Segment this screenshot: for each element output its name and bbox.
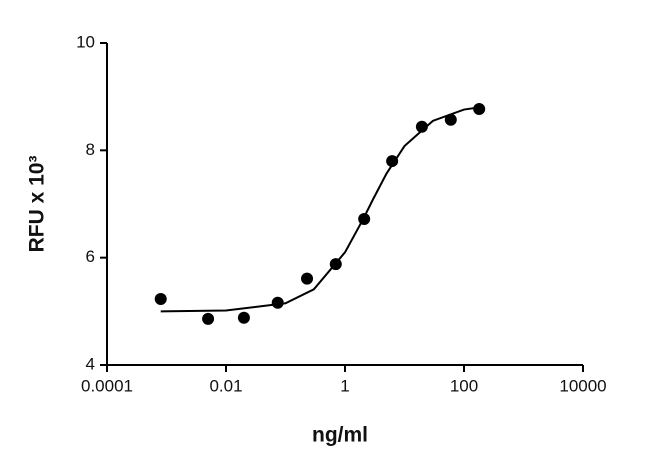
y-tick-label: 8 [86,140,95,159]
data-point [415,120,428,133]
data-point [154,292,167,305]
data-point [202,312,215,325]
data-point [237,311,250,324]
data-point [301,272,314,285]
x-tick-label: 0.0001 [81,376,133,395]
y-tick-label: 4 [86,354,95,373]
y-tick-label: 6 [86,247,95,266]
x-tick-label: 10000 [559,376,606,395]
fit-curve [160,106,480,313]
data-point [386,155,399,168]
y-axis-label: RFU x 10³ [26,156,49,253]
x-tick-label: 100 [450,376,478,395]
data-point [444,113,457,126]
data-point [271,296,284,309]
data-point [473,103,486,116]
x-tick-label: 1 [340,376,349,395]
y-tick-label: 10 [76,32,95,51]
x-axis-label: ng/ml [312,424,368,447]
x-tick-label: 0.01 [209,376,242,395]
